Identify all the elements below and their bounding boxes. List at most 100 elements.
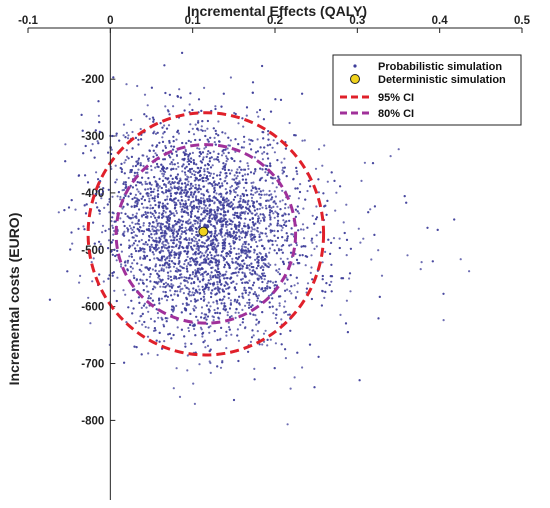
sim-point	[196, 278, 200, 281]
sim-point	[232, 239, 235, 242]
sim-point	[244, 232, 247, 235]
sim-point	[192, 193, 195, 196]
sim-point	[116, 276, 119, 279]
sim-point	[200, 213, 203, 216]
sim-point	[123, 261, 127, 264]
sim-point	[169, 183, 172, 186]
sim-point	[274, 317, 277, 320]
sim-point	[226, 314, 229, 317]
sim-point	[326, 199, 329, 202]
sim-point	[224, 218, 227, 221]
sim-point	[348, 277, 351, 280]
sim-point	[257, 259, 260, 262]
sim-point	[420, 261, 423, 264]
sim-point	[231, 272, 234, 275]
sim-point	[192, 162, 196, 165]
sim-point	[241, 200, 245, 204]
sim-point	[185, 246, 188, 249]
sim-point	[198, 174, 202, 177]
sim-point	[220, 228, 223, 231]
sim-point	[117, 191, 120, 194]
sim-point	[245, 114, 248, 117]
sim-point	[189, 260, 192, 263]
sim-point	[198, 147, 201, 150]
sim-point	[162, 285, 165, 288]
sim-point	[168, 180, 171, 183]
sim-point	[239, 197, 242, 200]
sim-point	[127, 176, 130, 180]
sim-point	[206, 235, 209, 238]
sim-point	[253, 249, 256, 252]
sim-point	[242, 146, 245, 149]
sim-point	[287, 213, 290, 216]
sim-point	[146, 243, 149, 246]
sim-point	[288, 121, 291, 125]
sim-point	[222, 162, 225, 165]
sim-point	[160, 246, 164, 249]
sim-point	[153, 176, 156, 179]
sim-point	[125, 149, 128, 152]
sim-point	[184, 238, 187, 241]
sim-point	[263, 218, 266, 221]
sim-point	[203, 86, 206, 89]
sim-point	[185, 302, 188, 305]
sim-point	[289, 387, 292, 390]
sim-point	[221, 182, 224, 185]
sim-point	[344, 322, 348, 325]
sim-point	[251, 304, 254, 307]
sim-point	[192, 293, 195, 297]
sim-point	[193, 236, 196, 239]
sim-point	[306, 282, 310, 285]
sim-point	[189, 123, 192, 126]
sim-point	[345, 254, 348, 257]
sim-point	[170, 229, 173, 233]
sim-point	[296, 187, 299, 190]
sim-point	[453, 218, 456, 221]
y-axis-ticks: -200-300-400-500-600-700-800	[81, 74, 116, 427]
sim-point	[214, 197, 217, 200]
sim-point	[111, 274, 114, 277]
sim-point	[151, 116, 155, 119]
sim-point	[276, 244, 279, 247]
sim-point	[234, 112, 237, 116]
sim-point	[142, 273, 145, 276]
sim-point	[171, 249, 174, 252]
sim-point	[212, 275, 215, 278]
sim-point	[132, 307, 135, 310]
sim-point	[238, 171, 241, 174]
sim-point	[189, 274, 192, 277]
sim-point	[252, 281, 256, 284]
sim-point	[128, 246, 131, 249]
sim-point	[203, 173, 206, 176]
sim-point	[221, 361, 224, 364]
sim-point	[267, 262, 270, 265]
sim-point	[170, 161, 173, 164]
sim-point	[161, 172, 164, 175]
sim-point	[131, 262, 134, 265]
sim-point	[269, 223, 272, 226]
sim-point	[259, 300, 262, 303]
sim-point	[199, 178, 202, 181]
sim-point	[238, 235, 241, 238]
sim-point	[251, 185, 254, 188]
sim-point	[250, 193, 253, 196]
sim-point	[405, 201, 408, 204]
sim-point	[367, 211, 370, 214]
sim-point	[139, 257, 142, 260]
sim-point	[166, 271, 170, 274]
sim-point	[142, 213, 145, 216]
sim-point	[162, 175, 165, 178]
sim-point	[234, 138, 237, 141]
sim-point	[288, 313, 291, 316]
y-tick-label: -600	[81, 302, 104, 314]
sim-point	[164, 244, 167, 247]
sim-point	[259, 252, 262, 255]
sim-point	[196, 147, 199, 150]
sim-point	[262, 131, 265, 134]
sim-point	[224, 132, 227, 135]
sim-point	[259, 177, 262, 180]
sim-point	[310, 239, 313, 242]
sim-point	[158, 212, 161, 215]
sim-point	[179, 191, 182, 194]
sim-point	[233, 174, 236, 177]
